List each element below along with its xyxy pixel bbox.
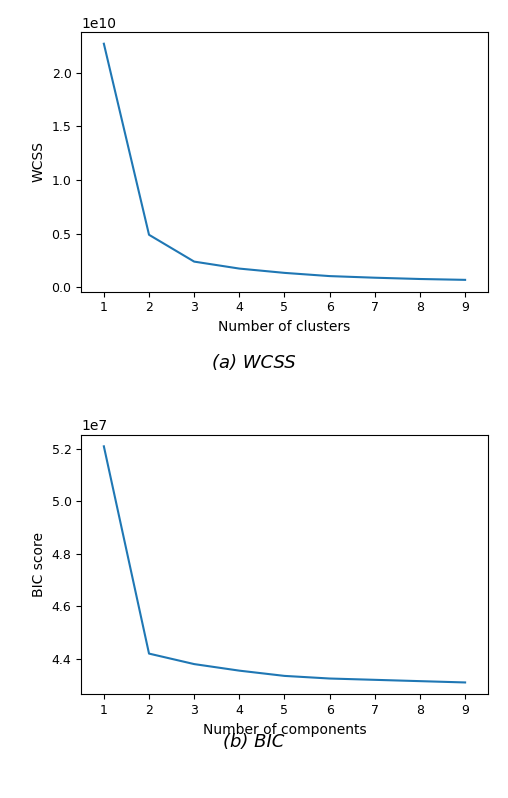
X-axis label: Number of clusters: Number of clusters — [218, 320, 351, 334]
X-axis label: Number of components: Number of components — [203, 722, 366, 737]
Text: (a) WCSS: (a) WCSS — [212, 354, 296, 372]
Y-axis label: BIC score: BIC score — [32, 532, 46, 597]
Text: (b) BIC: (b) BIC — [224, 733, 284, 751]
Y-axis label: WCSS: WCSS — [32, 141, 46, 182]
